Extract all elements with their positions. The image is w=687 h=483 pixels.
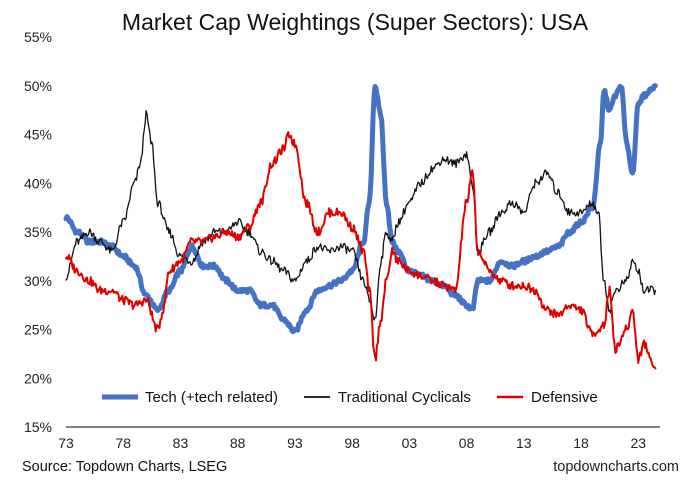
x-tick-label: 18 — [573, 435, 589, 451]
x-tick-label: 08 — [459, 435, 475, 451]
y-tick-label: 20% — [24, 370, 52, 386]
y-tick-label: 45% — [24, 127, 52, 143]
x-tick-label: 83 — [173, 435, 189, 451]
legend: Tech (+tech related) Traditional Cyclical… — [102, 389, 598, 406]
x-tick-label: 73 — [58, 435, 74, 451]
y-tick-label: 15% — [24, 419, 52, 435]
brand-watermark: topdowncharts.com — [553, 459, 679, 475]
x-tick-label: 88 — [230, 435, 246, 451]
y-tick-label: 50% — [24, 78, 52, 94]
series-group — [63, 83, 658, 370]
source-note: Source: Topdown Charts, LSEG — [22, 459, 228, 475]
y-axis: 15% 20% 25% 30% 35% 40% 45% 50% 55% — [24, 29, 52, 435]
x-tick-label: 78 — [115, 435, 131, 451]
x-tick-label: 98 — [344, 435, 360, 451]
x-axis: 73 78 83 88 93 98 03 08 13 18 23 — [58, 435, 646, 451]
y-tick-label: 25% — [24, 322, 52, 338]
x-tick-label: 13 — [516, 435, 532, 451]
series-line-2 — [65, 131, 657, 370]
x-tick-label: 93 — [287, 435, 303, 451]
legend-label: Tech (+tech related) — [145, 389, 278, 406]
legend-label: Defensive — [531, 389, 598, 406]
legend-label: Traditional Cyclicals — [338, 389, 471, 406]
chart-title: Market Cap Weightings (Super Sectors): U… — [122, 9, 589, 35]
x-tick-label: 23 — [630, 435, 646, 451]
y-tick-label: 40% — [24, 175, 52, 191]
y-tick-label: 30% — [24, 273, 52, 289]
x-tick-label: 03 — [402, 435, 418, 451]
y-tick-label: 35% — [24, 224, 52, 240]
series-line-1 — [65, 110, 657, 321]
y-tick-label: 55% — [24, 29, 52, 45]
